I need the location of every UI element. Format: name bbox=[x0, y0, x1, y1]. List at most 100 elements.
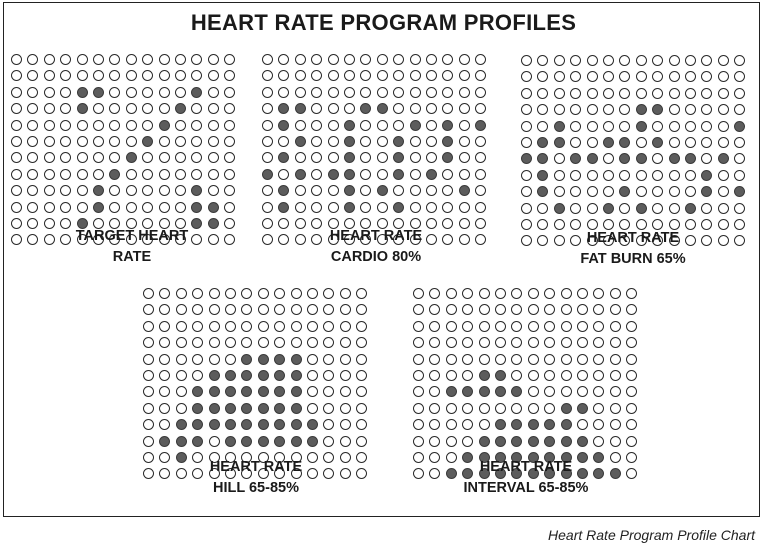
level-dot-filled bbox=[609, 468, 621, 480]
level-dot-filled bbox=[458, 185, 470, 197]
level-dot-empty bbox=[356, 452, 368, 463]
level-dot-empty bbox=[685, 87, 696, 99]
level-dot-empty bbox=[60, 136, 72, 147]
level-dot-filled bbox=[274, 353, 286, 365]
level-dot-empty bbox=[11, 201, 22, 213]
level-dot-empty bbox=[475, 86, 487, 98]
level-dot-empty bbox=[93, 54, 104, 65]
level-dot-empty bbox=[192, 468, 204, 480]
level-dot-filled bbox=[478, 386, 490, 398]
level-dot-empty bbox=[668, 137, 680, 148]
level-dot-empty bbox=[521, 235, 532, 247]
level-dot-empty bbox=[93, 168, 104, 180]
level-dot-empty bbox=[339, 370, 351, 381]
level-dot-empty bbox=[109, 234, 121, 246]
level-dot-filled bbox=[635, 153, 647, 165]
level-dot-empty bbox=[360, 201, 372, 213]
level-dot-filled bbox=[560, 452, 572, 463]
level-dot-empty bbox=[278, 218, 290, 229]
level-dot-filled bbox=[577, 452, 588, 463]
level-dot-empty bbox=[158, 54, 170, 65]
level-dot-empty bbox=[360, 218, 372, 229]
level-dot-filled bbox=[257, 370, 269, 381]
level-dot-filled bbox=[125, 152, 137, 164]
level-dot-filled bbox=[109, 168, 121, 180]
level-dot-empty bbox=[593, 386, 605, 398]
level-dot-empty bbox=[609, 386, 621, 398]
level-dot-empty bbox=[701, 219, 713, 230]
level-dot-empty bbox=[429, 320, 441, 332]
level-dot-empty bbox=[626, 353, 638, 365]
level-dot-empty bbox=[429, 386, 441, 398]
level-dot-empty bbox=[544, 337, 556, 349]
level-dot-empty bbox=[207, 185, 219, 197]
level-dot-empty bbox=[577, 370, 588, 381]
level-dot-empty bbox=[495, 353, 506, 365]
level-dot-empty bbox=[356, 386, 368, 398]
level-dot-empty bbox=[11, 70, 22, 82]
level-dot-empty bbox=[208, 435, 220, 447]
level-dot-filled bbox=[307, 419, 318, 431]
level-dot-empty bbox=[527, 304, 539, 316]
level-dot-filled bbox=[257, 353, 269, 365]
level-dot-empty bbox=[76, 234, 88, 246]
level-dot-empty bbox=[76, 201, 88, 213]
level-dot-empty bbox=[207, 54, 219, 65]
level-dot-filled bbox=[290, 386, 302, 398]
level-dot-filled bbox=[442, 119, 454, 131]
level-dot-empty bbox=[429, 402, 441, 414]
level-dot-filled bbox=[603, 202, 614, 214]
level-dot-empty bbox=[360, 185, 372, 197]
level-dot-empty bbox=[278, 136, 290, 147]
level-dot-filled bbox=[290, 435, 302, 447]
level-dot-empty bbox=[668, 87, 680, 99]
level-dot-empty bbox=[356, 304, 368, 316]
level-dot-empty bbox=[537, 71, 549, 83]
level-dot-filled bbox=[652, 137, 664, 148]
level-dot-empty bbox=[11, 86, 22, 98]
level-dot-empty bbox=[142, 103, 154, 115]
level-dot-empty bbox=[159, 419, 171, 431]
level-dot-filled bbox=[175, 103, 186, 115]
level-dot-filled bbox=[619, 137, 631, 148]
level-dot-empty bbox=[311, 168, 323, 180]
level-dot-empty bbox=[360, 54, 372, 65]
level-dot-empty bbox=[626, 288, 638, 299]
level-dot-empty bbox=[327, 103, 339, 115]
figure-caption: Heart Rate Program Profile Chart bbox=[548, 527, 755, 543]
level-dot-empty bbox=[294, 201, 306, 213]
level-dot-empty bbox=[43, 54, 55, 65]
level-dot-empty bbox=[175, 136, 186, 147]
level-dot-empty bbox=[125, 119, 137, 131]
level-dot-empty bbox=[701, 153, 713, 165]
level-dot-empty bbox=[290, 288, 302, 299]
level-dot-empty bbox=[553, 169, 565, 181]
level-dot-empty bbox=[609, 452, 621, 463]
level-dot-empty bbox=[290, 337, 302, 349]
level-dot-empty bbox=[323, 353, 335, 365]
level-dot-empty bbox=[11, 218, 22, 229]
level-dot-empty bbox=[570, 120, 582, 132]
level-dot-empty bbox=[159, 337, 171, 349]
level-dot-filled bbox=[442, 152, 454, 164]
level-dot-empty bbox=[458, 86, 470, 98]
level-dot-empty bbox=[109, 54, 121, 65]
level-dot-empty bbox=[609, 370, 621, 381]
level-dot-filled bbox=[175, 452, 187, 463]
level-dot-empty bbox=[717, 87, 729, 99]
level-dot-empty bbox=[142, 234, 154, 246]
level-dot-filled bbox=[241, 435, 253, 447]
level-dot-empty bbox=[294, 185, 306, 197]
level-dot-empty bbox=[635, 137, 647, 148]
level-dot-filled bbox=[560, 435, 572, 447]
level-dot-empty bbox=[307, 452, 318, 463]
profile-label-line-2: CARDIO 80% bbox=[330, 249, 422, 265]
level-dot-empty bbox=[442, 103, 454, 115]
level-dot-filled bbox=[393, 168, 405, 180]
level-dot-empty bbox=[290, 320, 302, 332]
level-dot-filled bbox=[290, 370, 302, 381]
level-dot-empty bbox=[257, 288, 269, 299]
level-dot-empty bbox=[652, 169, 664, 181]
level-dot-empty bbox=[11, 152, 22, 164]
level-dot-empty bbox=[586, 71, 598, 83]
